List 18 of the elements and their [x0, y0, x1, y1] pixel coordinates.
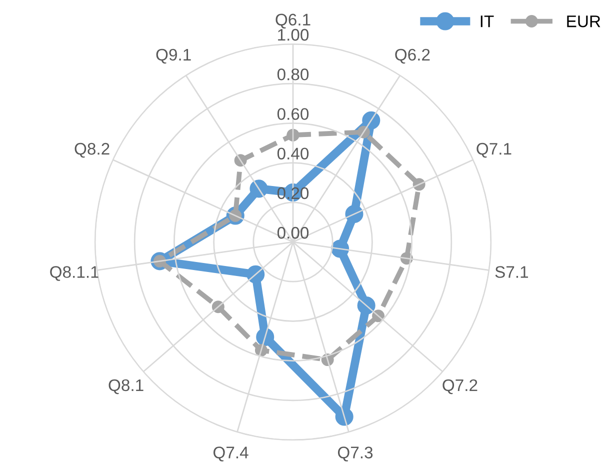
y-tick-label: 0.00	[277, 226, 309, 239]
spoke-label: Q6.1	[276, 14, 310, 29]
spoke-label: Q9.1	[156, 48, 191, 64]
spoke-label: Q7.4	[213, 446, 248, 462]
y-tick-label: 1.00	[278, 28, 309, 41]
spoke-label: Q6.2	[395, 48, 430, 64]
spoke-label: Q8.2	[74, 142, 110, 158]
legend-label: EUR	[567, 16, 600, 28]
spoke-label: Q7.1	[476, 142, 512, 158]
spoke-label: S7.1	[495, 266, 528, 278]
spoke-label: Q7.3	[338, 446, 373, 462]
spoke-label: Q7.2	[442, 379, 478, 394]
y-tick-label: 0.60	[277, 108, 309, 120]
y-tick-label: 0.40	[277, 148, 309, 160]
legend-label: IT	[480, 16, 494, 28]
spoke-label: Q8.1.1	[50, 266, 99, 281]
y-tick-label: 0.80	[277, 68, 309, 80]
spoke-label: Q8.1	[108, 379, 144, 394]
